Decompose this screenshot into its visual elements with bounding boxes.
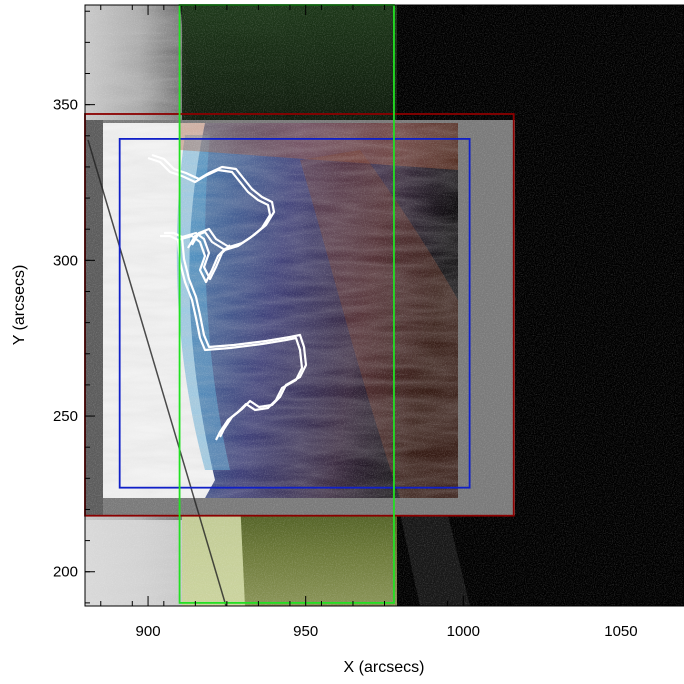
y-tick-label: 350 <box>53 97 78 114</box>
x-tick-label: 900 <box>136 623 161 640</box>
y-axis-title: Y (arcsecs) <box>11 265 28 346</box>
x-tick-label: 1050 <box>604 623 637 640</box>
x-tick-label: 1000 <box>447 623 480 640</box>
x-tick-label: 950 <box>293 623 318 640</box>
x-axis-title: X (arcsecs) <box>344 659 425 676</box>
y-tick-label: 300 <box>53 252 78 269</box>
y-tick-label: 200 <box>53 564 78 581</box>
y-tick-label: 250 <box>53 408 78 425</box>
